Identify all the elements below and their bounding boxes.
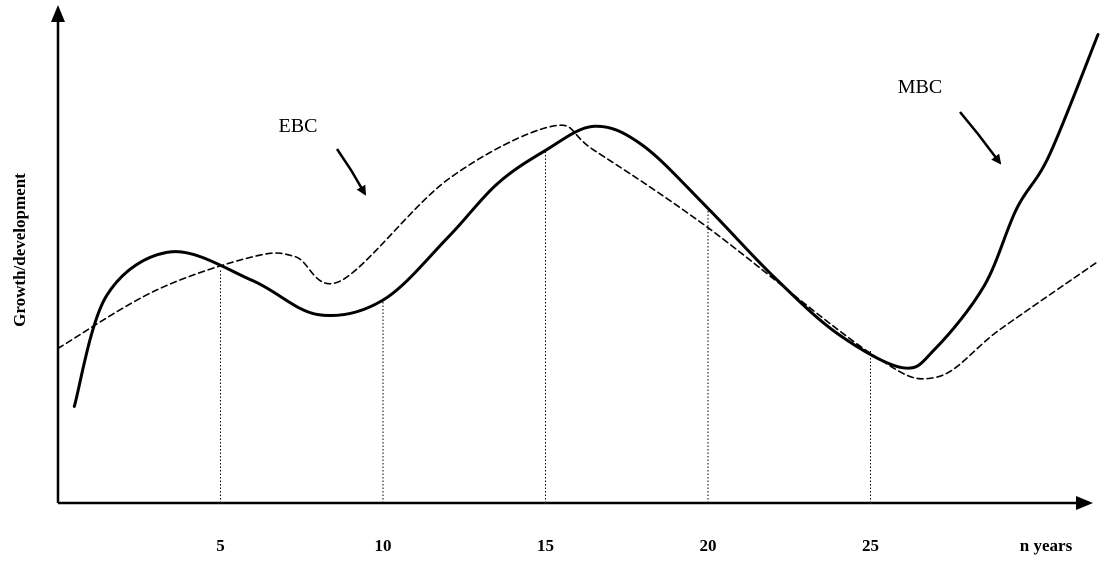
x-tick-label-10: 10 <box>375 536 392 555</box>
x-tick-label-15: 15 <box>537 536 554 555</box>
series-line-ebc <box>57 124 1099 380</box>
series-group <box>57 33 1100 408</box>
x-axis-label: n years <box>1020 536 1073 555</box>
mbc-annotation-arrow <box>959 111 1002 165</box>
x-tick-label-20: 20 <box>700 536 717 555</box>
guide-lines <box>220 150 871 503</box>
x-tick-labels: 5 10 15 20 25 <box>216 536 879 555</box>
ebc-annotation-label: EBC <box>279 115 318 137</box>
y-axis-arrowhead <box>51 5 65 22</box>
ebc-annotation-arrow <box>335 148 367 196</box>
series-line-mbc <box>72 33 1100 408</box>
x-tick-label-25: 25 <box>862 536 879 555</box>
x-tick-label-5: 5 <box>216 536 225 555</box>
mbc-annotation-label: MBC <box>898 76 942 98</box>
y-axis-label: Growth/development <box>10 173 29 327</box>
x-axis-arrowhead <box>1076 496 1093 510</box>
